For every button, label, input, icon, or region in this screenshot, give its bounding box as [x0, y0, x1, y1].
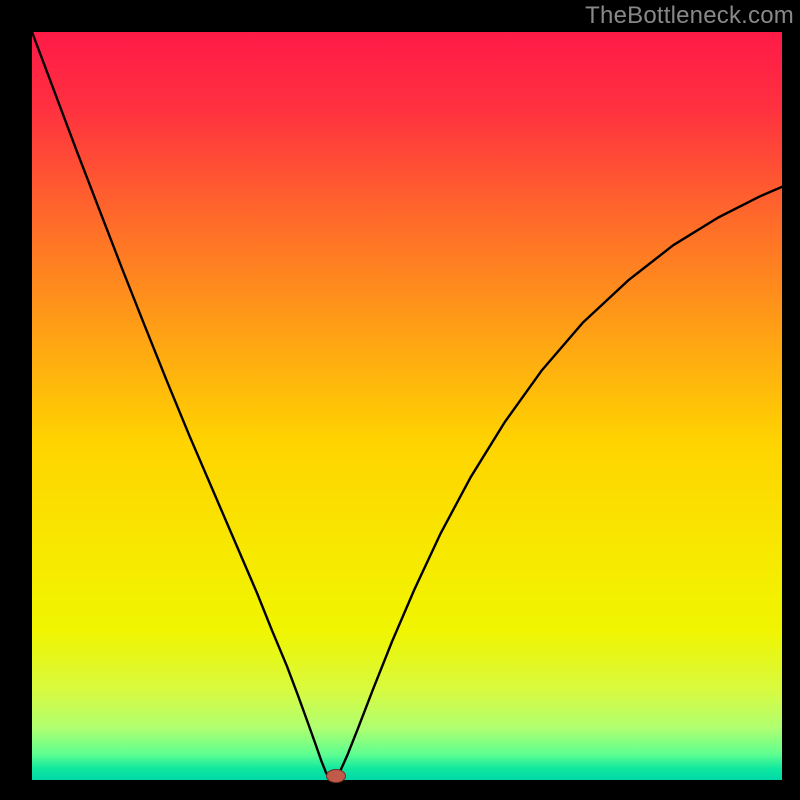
chart-svg — [32, 32, 782, 780]
plot-area — [32, 32, 782, 780]
optimal-point-marker — [326, 769, 346, 783]
watermark-text: TheBottleneck.com — [585, 2, 794, 30]
bottleneck-curve — [32, 32, 782, 780]
gradient-background — [32, 32, 782, 780]
